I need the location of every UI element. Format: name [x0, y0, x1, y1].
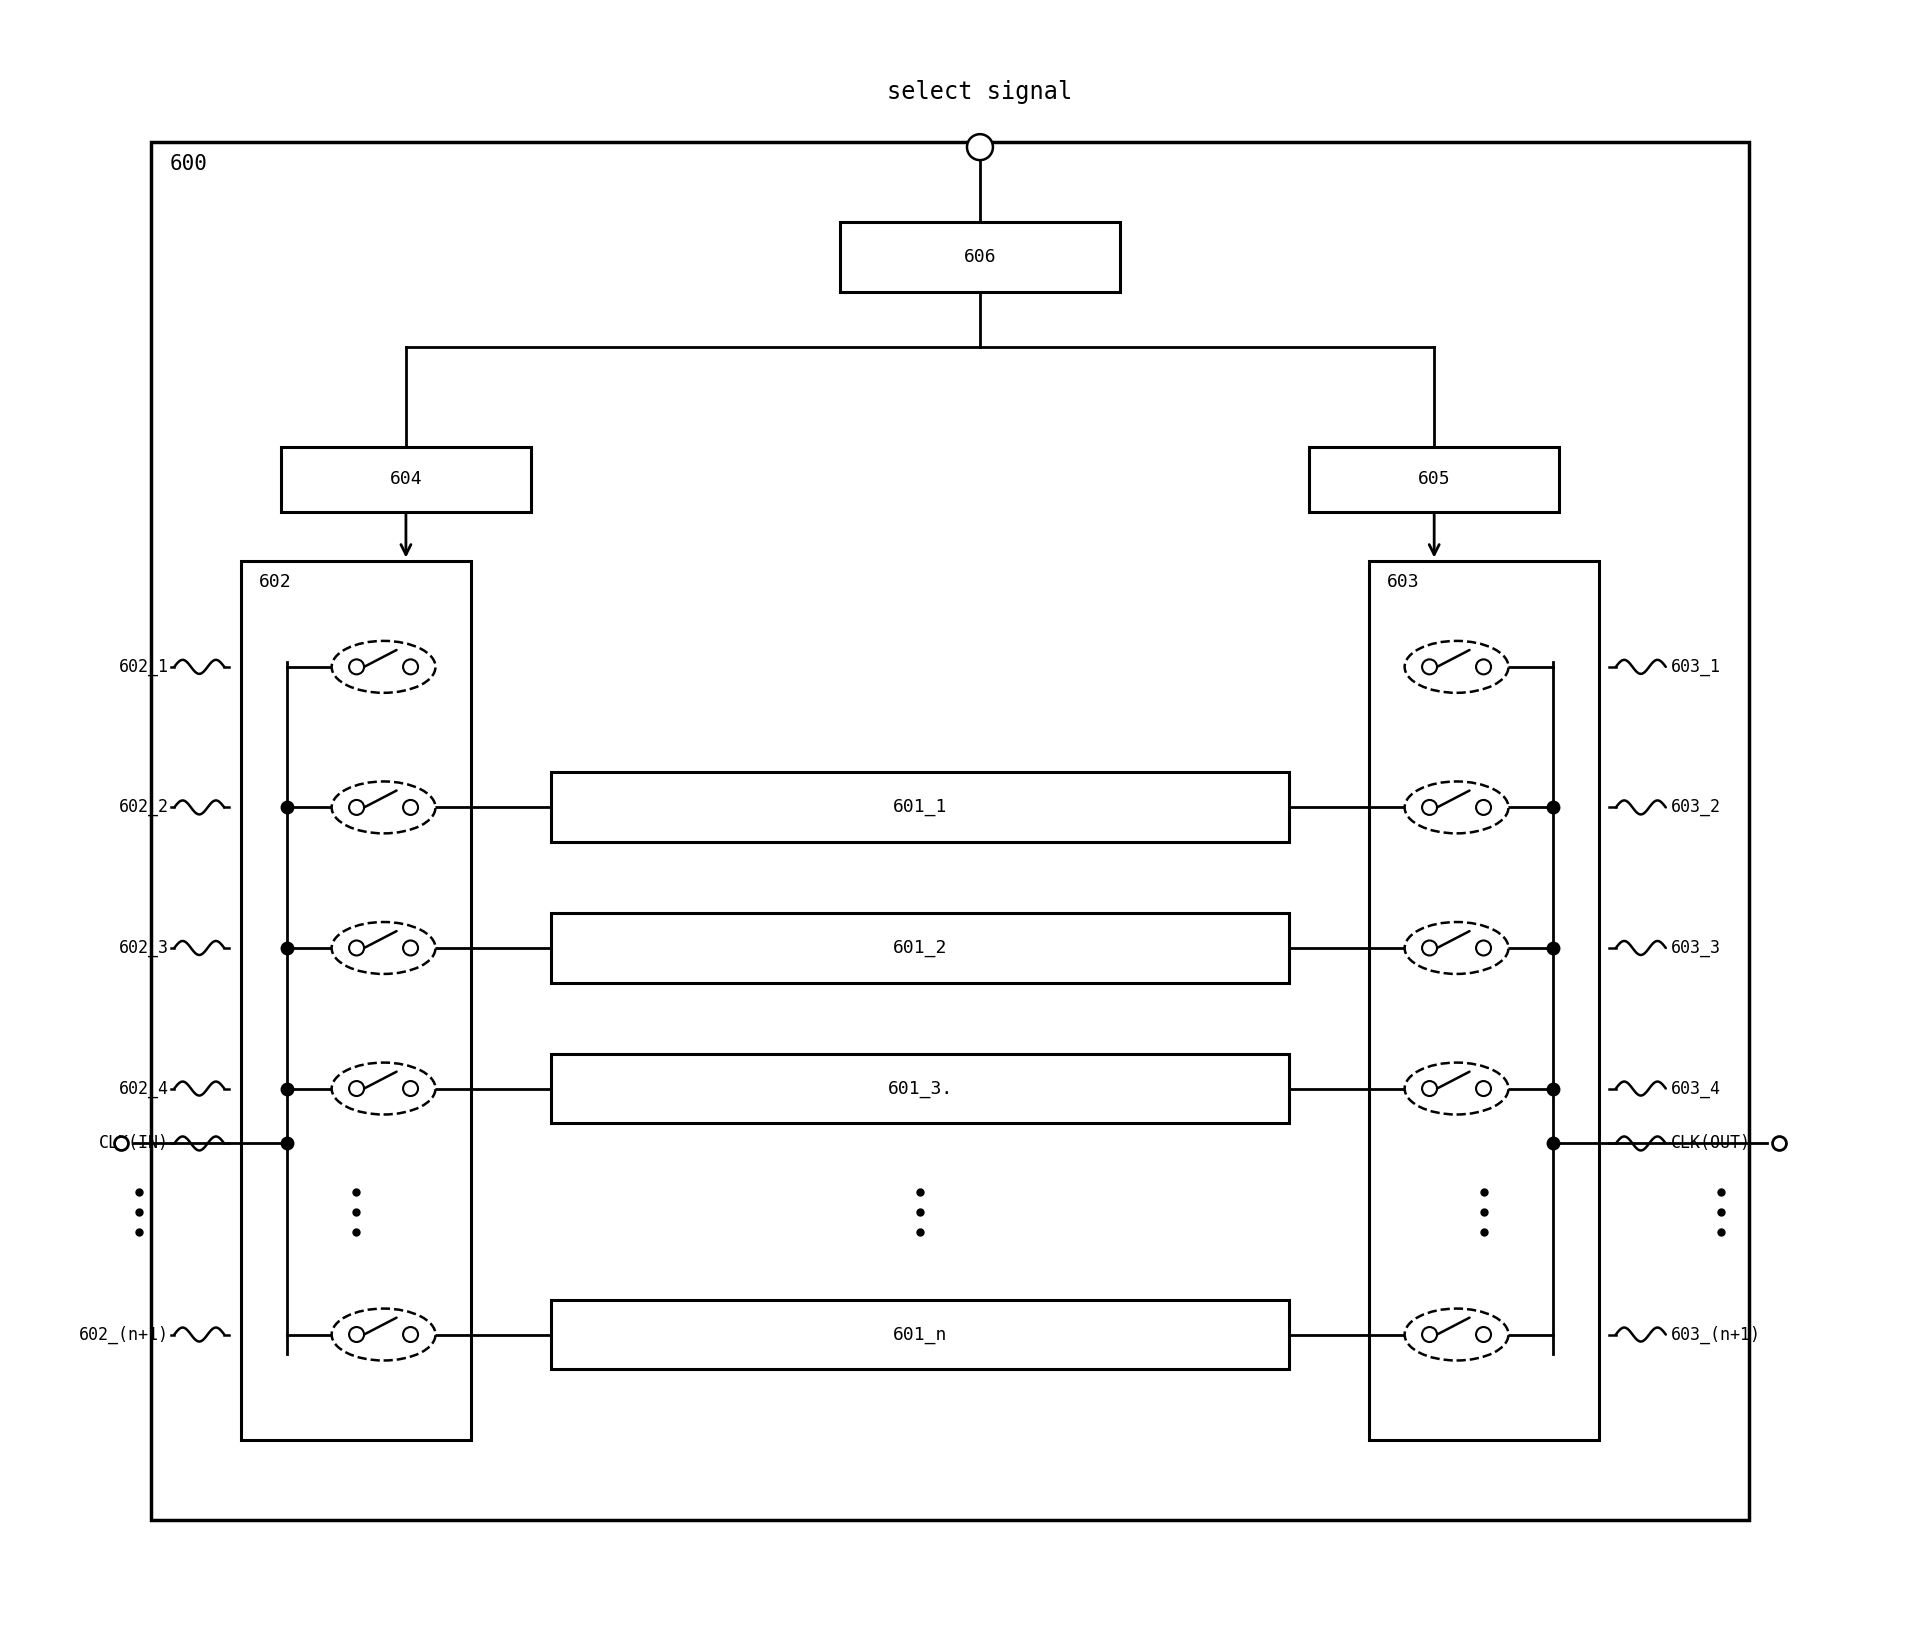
- Text: 604: 604: [391, 469, 423, 487]
- Bar: [150, 143, 1749, 1520]
- Text: CLK(IN): CLK(IN): [99, 1134, 170, 1152]
- Circle shape: [404, 660, 417, 674]
- Circle shape: [349, 1081, 364, 1096]
- Bar: [1309, 446, 1558, 512]
- Circle shape: [404, 940, 417, 955]
- Text: 605: 605: [1417, 469, 1450, 487]
- Bar: [282, 446, 531, 512]
- Ellipse shape: [331, 781, 436, 834]
- Circle shape: [1476, 660, 1492, 674]
- Ellipse shape: [1404, 922, 1509, 975]
- Text: CLK(OUT): CLK(OUT): [1671, 1134, 1751, 1152]
- Text: 603: 603: [1387, 573, 1419, 591]
- Ellipse shape: [331, 922, 436, 975]
- Text: 603_4: 603_4: [1671, 1080, 1720, 1098]
- Circle shape: [968, 135, 993, 161]
- Circle shape: [349, 1328, 364, 1342]
- Text: 601_1: 601_1: [893, 799, 947, 817]
- Circle shape: [1476, 1081, 1492, 1096]
- Circle shape: [1476, 940, 1492, 955]
- Bar: [840, 222, 1120, 292]
- Circle shape: [404, 1081, 417, 1096]
- Circle shape: [349, 799, 364, 816]
- Text: 601_3.: 601_3.: [888, 1080, 952, 1098]
- Text: 606: 606: [964, 248, 996, 266]
- Text: 600: 600: [170, 154, 208, 174]
- Bar: [551, 773, 1290, 842]
- Text: 603_1: 603_1: [1671, 658, 1720, 676]
- Circle shape: [1421, 1081, 1436, 1096]
- Text: 602_1: 602_1: [120, 658, 170, 676]
- Ellipse shape: [1404, 642, 1509, 693]
- Bar: [551, 1300, 1290, 1370]
- Bar: [1370, 561, 1598, 1439]
- Ellipse shape: [331, 642, 436, 693]
- Ellipse shape: [1404, 1308, 1509, 1360]
- Text: 602_2: 602_2: [120, 799, 170, 817]
- Text: 602_(n+1): 602_(n+1): [80, 1326, 170, 1344]
- Circle shape: [349, 660, 364, 674]
- Circle shape: [1421, 799, 1436, 816]
- Circle shape: [1476, 1328, 1492, 1342]
- Ellipse shape: [331, 1308, 436, 1360]
- Circle shape: [404, 799, 417, 816]
- Text: 602: 602: [259, 573, 291, 591]
- Text: 602_3: 602_3: [120, 939, 170, 957]
- Bar: [551, 1054, 1290, 1124]
- Text: select signal: select signal: [888, 80, 1073, 105]
- Text: 603_(n+1): 603_(n+1): [1671, 1326, 1760, 1344]
- Ellipse shape: [331, 1063, 436, 1114]
- Circle shape: [349, 940, 364, 955]
- Ellipse shape: [1404, 781, 1509, 834]
- Circle shape: [404, 1328, 417, 1342]
- Text: 601_2: 601_2: [893, 939, 947, 957]
- Text: 603_2: 603_2: [1671, 799, 1720, 817]
- Text: 601_n: 601_n: [893, 1326, 947, 1344]
- Text: 603_3: 603_3: [1671, 939, 1720, 957]
- Bar: [551, 912, 1290, 983]
- Ellipse shape: [1404, 1063, 1509, 1114]
- Circle shape: [1421, 660, 1436, 674]
- Circle shape: [1476, 799, 1492, 816]
- Bar: [242, 561, 471, 1439]
- Circle shape: [1421, 940, 1436, 955]
- Text: 602_4: 602_4: [120, 1080, 170, 1098]
- Circle shape: [1421, 1328, 1436, 1342]
